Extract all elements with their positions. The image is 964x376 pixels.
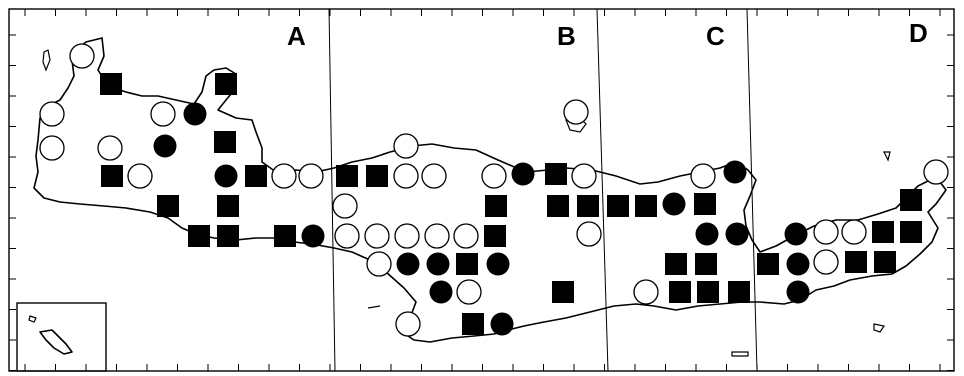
open-circle-marker bbox=[571, 163, 597, 189]
filled-circle-marker bbox=[662, 192, 686, 216]
open-circle-marker bbox=[421, 163, 447, 189]
open-circle-marker bbox=[271, 163, 297, 189]
map-frame bbox=[8, 8, 955, 372]
square-marker bbox=[101, 165, 123, 187]
open-circle-marker bbox=[424, 223, 450, 249]
open-circle-marker bbox=[366, 251, 392, 277]
zone-label-d: D bbox=[909, 18, 928, 48]
record-markers bbox=[39, 43, 949, 337]
zone-label-b: B bbox=[557, 21, 576, 51]
square-marker bbox=[669, 281, 691, 303]
filled-circle-marker bbox=[214, 164, 238, 188]
open-circle-marker bbox=[813, 219, 839, 245]
open-circle-marker bbox=[334, 223, 360, 249]
square-marker bbox=[214, 131, 236, 153]
open-circle-marker bbox=[150, 101, 176, 127]
square-marker bbox=[100, 73, 122, 95]
open-circle-marker bbox=[97, 135, 123, 161]
square-marker bbox=[845, 251, 867, 273]
zone-divider-bc bbox=[596, 8, 609, 372]
filled-circle-marker bbox=[426, 252, 450, 276]
filled-circle-marker bbox=[786, 280, 810, 304]
zone-divider-ab bbox=[328, 8, 336, 372]
filled-circle-marker bbox=[486, 252, 510, 276]
islet-south-c bbox=[731, 351, 749, 357]
open-circle-marker bbox=[481, 163, 507, 189]
square-marker bbox=[484, 225, 506, 247]
islet-south-d bbox=[873, 323, 885, 333]
open-circle-marker bbox=[127, 163, 153, 189]
square-marker bbox=[607, 195, 629, 217]
square-marker bbox=[635, 195, 657, 217]
square-marker bbox=[245, 165, 267, 187]
filled-circle-marker bbox=[429, 280, 453, 304]
open-circle-marker bbox=[395, 311, 421, 337]
open-circle-marker bbox=[813, 249, 839, 275]
square-marker bbox=[157, 195, 179, 217]
open-circle-marker bbox=[841, 219, 867, 245]
open-circle-marker bbox=[393, 163, 419, 189]
filled-circle-marker bbox=[723, 160, 747, 184]
square-marker bbox=[462, 313, 484, 335]
open-circle-marker bbox=[394, 223, 420, 249]
square-marker bbox=[366, 165, 388, 187]
open-circle-marker bbox=[576, 221, 602, 247]
square-marker bbox=[694, 193, 716, 215]
square-marker bbox=[697, 281, 719, 303]
filled-circle-marker bbox=[490, 312, 514, 336]
square-marker bbox=[757, 253, 779, 275]
square-marker bbox=[485, 195, 507, 217]
islet-west bbox=[42, 49, 51, 72]
square-marker bbox=[547, 195, 569, 217]
square-marker bbox=[188, 225, 210, 247]
zone-label-c: C bbox=[706, 21, 725, 51]
zone-label-a: A bbox=[287, 21, 306, 51]
square-marker bbox=[728, 281, 750, 303]
filled-circle-marker bbox=[784, 222, 808, 246]
square-marker bbox=[900, 221, 922, 243]
open-circle-marker bbox=[393, 133, 419, 159]
crete-coastline bbox=[33, 37, 947, 343]
open-circle-marker bbox=[332, 193, 358, 219]
open-circle-marker bbox=[633, 279, 659, 305]
square-marker bbox=[336, 165, 358, 187]
square-marker bbox=[274, 225, 296, 247]
square-marker bbox=[552, 281, 574, 303]
square-marker bbox=[545, 163, 567, 185]
square-marker bbox=[900, 189, 922, 211]
open-circle-marker bbox=[453, 223, 479, 249]
open-circle-marker bbox=[298, 163, 324, 189]
filled-circle-marker bbox=[725, 222, 749, 246]
square-marker bbox=[872, 221, 894, 243]
open-circle-marker bbox=[364, 223, 390, 249]
square-marker bbox=[665, 253, 687, 275]
filled-circle-marker bbox=[396, 252, 420, 276]
open-circle-marker bbox=[39, 135, 65, 161]
square-marker bbox=[695, 253, 717, 275]
square-marker bbox=[456, 253, 478, 275]
open-circle-marker bbox=[69, 43, 95, 69]
open-circle-marker bbox=[456, 279, 482, 305]
open-circle-marker bbox=[923, 159, 949, 185]
islet-north-d bbox=[883, 151, 891, 162]
open-circle-marker bbox=[563, 99, 589, 125]
filled-circle-marker bbox=[183, 102, 207, 126]
inset-map bbox=[16, 302, 107, 372]
filled-circle-marker bbox=[153, 134, 177, 158]
open-circle-marker bbox=[39, 101, 65, 127]
filled-circle-marker bbox=[695, 222, 719, 246]
filled-circle-marker bbox=[786, 252, 810, 276]
filled-circle-marker bbox=[301, 224, 325, 248]
square-marker bbox=[217, 195, 239, 217]
open-circle-marker bbox=[690, 163, 716, 189]
square-marker bbox=[577, 195, 599, 217]
frame-ticks bbox=[9, 9, 954, 371]
square-marker bbox=[215, 73, 237, 95]
square-marker bbox=[217, 225, 239, 247]
islet-south-b bbox=[367, 305, 381, 309]
square-marker bbox=[874, 251, 896, 273]
filled-circle-marker bbox=[511, 162, 535, 186]
